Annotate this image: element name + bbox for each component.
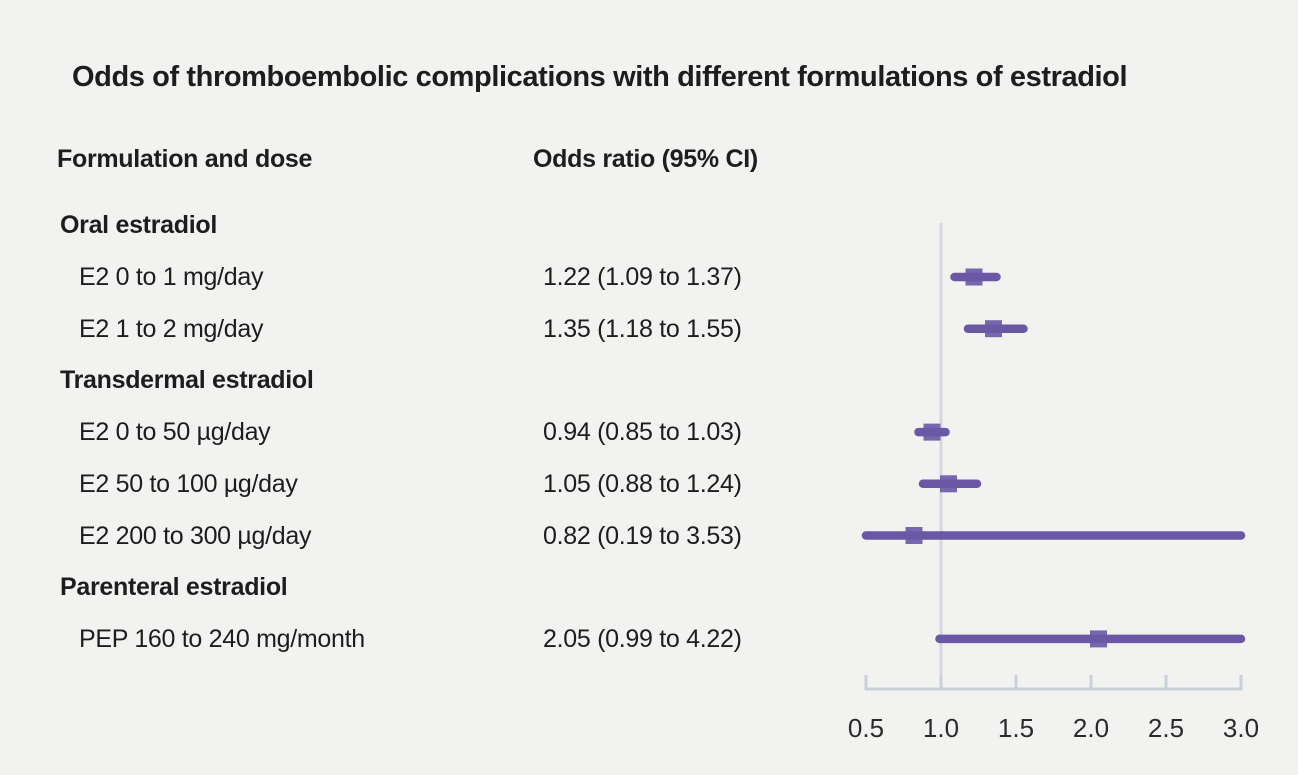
estimate-marker (985, 320, 1002, 338)
group-label: Parenteral estradiol (60, 573, 288, 602)
row-label: PEP 160 to 240 mg/month (79, 624, 365, 653)
row-value: 0.94 (0.85 to 1.03) (543, 418, 742, 447)
row-value: 1.22 (1.09 to 1.37) (543, 263, 742, 291)
column-header-formulation: Formulation and dose (57, 145, 313, 173)
column-header-odds-ratio: Odds ratio (95% CI) (533, 145, 758, 173)
x-axis-tick-label: 3.0 (1223, 713, 1259, 743)
group-label: Oral estradiol (60, 211, 217, 240)
estimate-marker (905, 527, 923, 544)
estimate-marker (1090, 630, 1107, 648)
row-value: 2.05 (0.99 to 4.22) (543, 624, 742, 653)
row-label: E2 0 to 50 µg/day (79, 418, 271, 447)
estimate-marker (965, 268, 983, 286)
row-value: 1.35 (1.18 to 1.55) (543, 314, 742, 343)
x-axis-tick-label: 0.5 (848, 713, 884, 743)
x-axis-tick-label: 2.0 (1073, 713, 1109, 743)
x-axis-tick-label: 1.5 (998, 713, 1034, 743)
row-label: E2 200 to 300 µg/day (79, 521, 312, 550)
x-axis-tick-label: 2.5 (1148, 713, 1184, 743)
estimate-marker (940, 475, 957, 493)
row-value: 0.82 (0.19 to 3.53) (543, 521, 742, 550)
row-value: 1.05 (0.88 to 1.24) (543, 469, 742, 498)
page-title: Odds of thromboembolic complications wit… (72, 61, 1128, 93)
row-label: E2 0 to 1 mg/day (79, 263, 264, 291)
row-label: E2 50 to 100 µg/day (79, 469, 298, 498)
x-axis-tick-label: 1.0 (923, 713, 959, 743)
estimate-marker (923, 423, 941, 441)
group-label: Transdermal estradiol (60, 366, 314, 395)
row-label: E2 1 to 2 mg/day (79, 314, 264, 343)
